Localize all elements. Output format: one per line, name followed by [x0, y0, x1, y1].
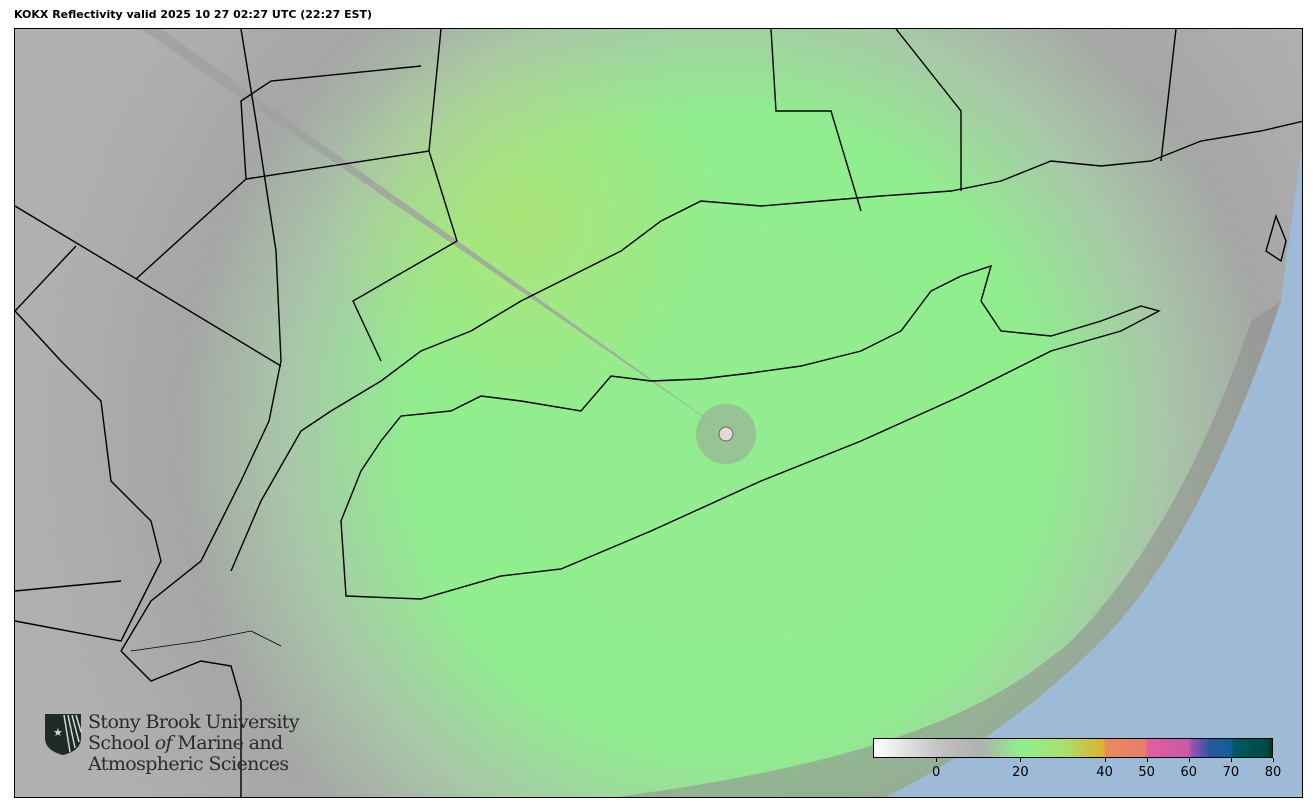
- block-island: [1265, 213, 1287, 263]
- staten-island-shipping-line: [130, 630, 282, 652]
- colorbar-tick-label: 40: [1096, 765, 1113, 780]
- county-lines: [15, 29, 1177, 312]
- colorbar-tick: [936, 758, 938, 762]
- colorbar-tick: [1104, 758, 1106, 762]
- ocean-area: [885, 142, 1302, 797]
- map-title: KOKX Reflectivity valid 2025 10 27 02:27…: [14, 8, 373, 21]
- colorbar-tick-label: 60: [1180, 765, 1198, 780]
- svg-text:★: ★: [53, 726, 63, 739]
- colorbar-tick: [1230, 758, 1232, 762]
- colorbar-tick: [1020, 758, 1022, 762]
- nj-lines: [15, 310, 162, 642]
- boundaries: [15, 29, 1302, 797]
- radar-map[interactable]: [14, 28, 1303, 798]
- connecticut-coast: [230, 120, 1302, 572]
- radar-reflectivity-layer: [15, 29, 1302, 797]
- logo-line-1: Stony Brook University: [88, 711, 300, 733]
- colorbar-tick: [1146, 758, 1148, 762]
- sbu-somas-logo: ★ Stony Brook University School of Marin…: [44, 711, 300, 775]
- sbu-shield-icon: ★: [45, 714, 82, 755]
- colorbar-tick-label: 80: [1264, 765, 1282, 780]
- colorbar-tick: [1188, 758, 1190, 762]
- logo-line-2: School of Marine and: [88, 732, 283, 754]
- radar-site-icon: [718, 426, 734, 442]
- hudson-river: [120, 29, 282, 652]
- long-island-coast: [340, 264, 1161, 600]
- colorbar-tick-label: 70: [1222, 765, 1240, 780]
- nj-coast: [120, 650, 242, 797]
- colorbar-tick-label: 20: [1012, 765, 1029, 780]
- beam-blockage-spike: [141, 29, 728, 434]
- colorbar-tick: [1273, 758, 1274, 762]
- logo-line-3: Atmospheric Sciences: [88, 753, 289, 775]
- reflectivity-colorbar: [873, 738, 1273, 758]
- colorbar-tick-label: 0: [932, 765, 941, 780]
- state-line-ny-ct: [15, 150, 458, 367]
- colorbar-tick-label: 50: [1138, 765, 1155, 780]
- clutter-band: [615, 301, 1281, 797]
